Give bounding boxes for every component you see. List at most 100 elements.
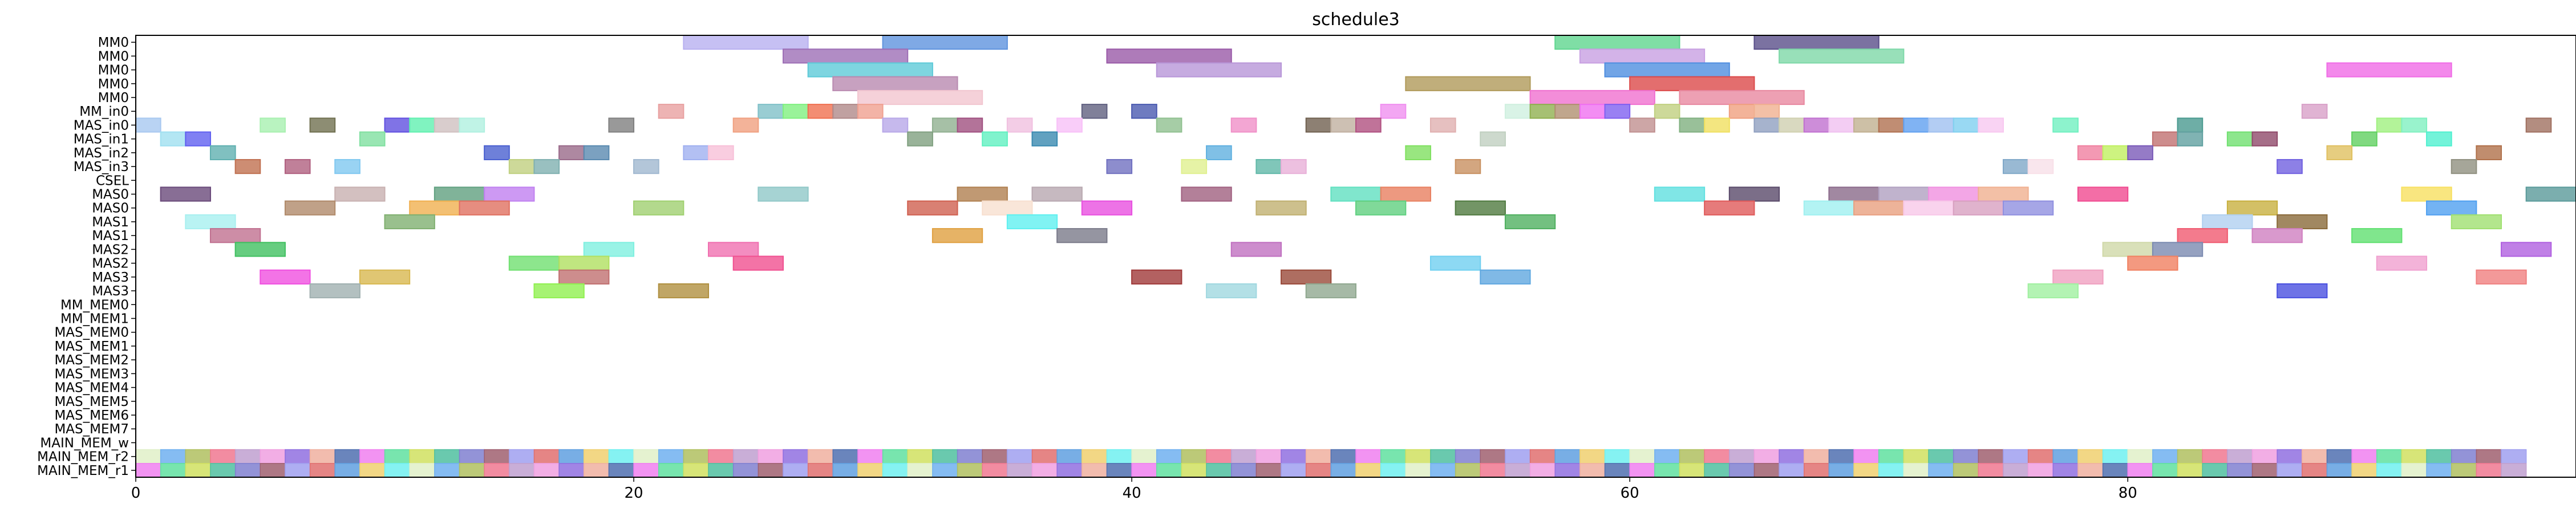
memory-block — [608, 449, 634, 464]
task-bar — [1006, 117, 1033, 133]
memory-block — [932, 449, 958, 464]
task-bar — [2401, 117, 2428, 133]
task-bar — [2002, 159, 2029, 174]
memory-block — [1704, 463, 1730, 478]
task-bar — [185, 214, 236, 230]
task-bar — [708, 145, 734, 160]
row-label: MAIN_MEM_r1 — [37, 464, 129, 478]
task-bar — [2177, 131, 2204, 147]
task-bar — [1429, 117, 1456, 133]
row-label: CSEL — [96, 173, 129, 188]
memory-block — [359, 449, 386, 464]
memory-block — [1779, 449, 1805, 464]
memory-block — [1679, 449, 1705, 464]
task-bar — [2277, 159, 2303, 174]
memory-block — [2376, 463, 2403, 478]
memory-block — [2027, 449, 2054, 464]
row-label: MAS_MEM3 — [54, 367, 129, 381]
task-bar — [1604, 104, 1631, 119]
task-bar — [1554, 104, 1581, 119]
task-bar — [1156, 62, 1282, 78]
memory-block — [1505, 449, 1531, 464]
task-bar — [2451, 159, 2477, 174]
task-bar — [434, 186, 485, 202]
task-bar — [1330, 117, 1356, 133]
memory-block — [384, 449, 410, 464]
task-bar — [2152, 131, 2178, 147]
task-bar — [234, 242, 286, 257]
task-bar — [1679, 90, 1805, 105]
task-bar — [334, 159, 361, 174]
task-bar — [2426, 131, 2452, 147]
memory-block — [558, 463, 585, 478]
task-bar — [1728, 104, 1755, 119]
task-bar — [633, 200, 684, 216]
task-bar — [2525, 186, 2576, 202]
task-bar — [732, 255, 784, 271]
memory-block — [409, 463, 435, 478]
memory-block — [1131, 449, 1157, 464]
task-bar — [334, 186, 386, 202]
task-bar — [1206, 283, 1257, 299]
memory-block — [2177, 449, 2203, 464]
memory-block — [309, 463, 335, 478]
row-label: MM_MEM0 — [60, 298, 129, 312]
memory-block — [234, 449, 261, 464]
memory-block — [533, 463, 560, 478]
row-label: MAS0 — [92, 201, 129, 216]
memory-block — [957, 463, 983, 478]
row-label: MAS_MEM0 — [54, 326, 129, 340]
task-bar — [2027, 283, 2079, 299]
memory-block — [708, 463, 734, 478]
task-bar — [2177, 228, 2228, 243]
memory-block — [1978, 463, 2004, 478]
memory-block — [832, 449, 858, 464]
memory-block — [2251, 463, 2278, 478]
task-bar — [2177, 117, 2204, 133]
memory-block — [260, 463, 286, 478]
task-bar — [508, 255, 560, 271]
memory-block — [758, 449, 784, 464]
memory-block — [1131, 463, 1157, 478]
memory-block — [1629, 463, 1655, 478]
task-bar — [1106, 48, 1232, 64]
task-bar — [2077, 145, 2104, 160]
task-bar — [1629, 76, 1755, 91]
memory-block — [2426, 463, 2452, 478]
row-label: MAS0 — [92, 188, 129, 202]
task-bar — [558, 269, 610, 285]
task-bar — [1554, 35, 1680, 50]
memory-block — [509, 449, 535, 464]
memory-block — [210, 449, 236, 464]
memory-block — [2127, 449, 2153, 464]
task-bar — [1853, 200, 1905, 216]
task-bar — [658, 104, 684, 119]
memory-block — [658, 463, 684, 478]
memory-block — [2326, 463, 2352, 478]
memory-block — [1579, 463, 1606, 478]
memory-block — [260, 449, 286, 464]
row-label: MAS_in1 — [74, 132, 129, 147]
memory-block — [185, 463, 211, 478]
memory-block — [1255, 449, 1282, 464]
task-bar — [957, 186, 1008, 202]
memory-block — [658, 449, 684, 464]
task-bar — [658, 283, 710, 299]
memory-block — [882, 463, 908, 478]
task-bar — [2376, 255, 2428, 271]
task-bar — [1679, 117, 1706, 133]
task-bar — [1953, 200, 2004, 216]
memory-block — [633, 449, 659, 464]
memory-block — [2401, 463, 2427, 478]
task-bar — [234, 159, 261, 174]
memory-block — [135, 463, 161, 478]
memory-block — [1181, 449, 1207, 464]
x-tick-label: 80 — [2119, 485, 2137, 502]
memory-block — [1281, 449, 1307, 464]
task-bar — [882, 35, 1008, 50]
task-bar — [1305, 117, 1332, 133]
task-bar — [2501, 242, 2552, 257]
task-bar — [2226, 131, 2253, 147]
memory-block — [1031, 463, 1058, 478]
memory-block — [584, 463, 610, 478]
